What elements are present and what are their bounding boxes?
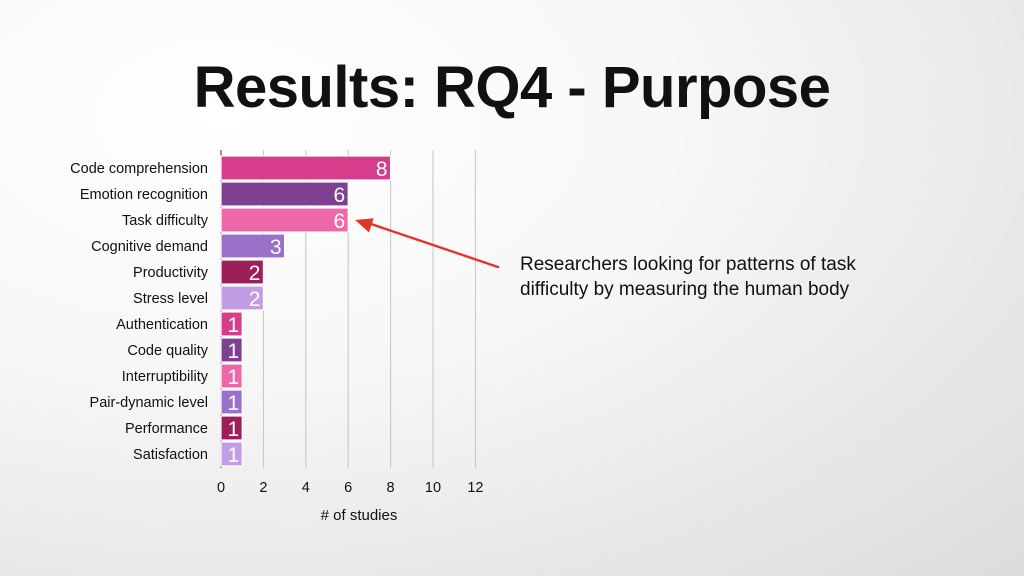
category-label: Task difficulty (122, 213, 209, 229)
bar (220, 337, 243, 363)
bar-value-label: 1 (228, 340, 240, 363)
bar-value-label: 1 (228, 366, 240, 389)
bar-value-label: 1 (228, 444, 240, 467)
bar (220, 311, 243, 337)
x-tick-label: 8 (387, 480, 395, 496)
x-tick-label: 10 (425, 480, 441, 496)
category-label: Stress level (133, 291, 208, 307)
bar (220, 181, 349, 207)
bar (220, 415, 243, 441)
bar (220, 389, 243, 415)
bar (220, 259, 265, 285)
bar (220, 363, 243, 389)
x-tick-label: 12 (467, 480, 483, 496)
category-label: Pair-dynamic level (90, 395, 208, 411)
category-label: Cognitive demand (91, 239, 208, 255)
slide-title: Results: RQ4 - Purpose (193, 55, 831, 120)
arrow-shaft (364, 220, 500, 269)
x-tick-labels: 0 2 4 6 8 10 12 (217, 480, 484, 496)
x-tick-label: 6 (344, 480, 352, 496)
x-tick-label: 0 (217, 480, 225, 496)
bar (220, 441, 243, 467)
bar (220, 233, 286, 259)
category-labels: Code comprehension Emotion recognition Tas… (70, 161, 209, 463)
category-label: Code comprehension (70, 161, 208, 177)
bar-value-label: 8 (376, 158, 388, 181)
category-label: Satisfaction (133, 447, 208, 463)
category-label: Authentication (116, 317, 208, 333)
x-tick-label: 2 (259, 480, 267, 496)
annotation-callout: Researchers looking for patterns of task… (520, 254, 856, 300)
arrow-head (355, 218, 374, 233)
bar (220, 155, 392, 181)
category-label: Interruptibility (122, 369, 209, 385)
bar-value-label: 1 (228, 392, 240, 415)
category-label: Performance (125, 421, 208, 437)
bar-value-label: 2 (249, 288, 261, 311)
category-label: Productivity (133, 265, 209, 281)
bar-value-label: 1 (228, 418, 240, 441)
bar-value-label: 3 (270, 236, 282, 259)
bar (220, 285, 265, 311)
category-label: Code quality (127, 343, 208, 359)
bar-value-label: 6 (334, 184, 346, 207)
bar (220, 207, 349, 233)
x-axis-label: # of studies (321, 507, 398, 524)
bar-value-label: 6 (334, 210, 346, 233)
annotation-arrow (355, 218, 500, 269)
bar-value-label: 1 (228, 314, 240, 337)
category-label: Emotion recognition (80, 187, 208, 203)
bar-value-label: 2 (249, 262, 261, 285)
x-tick-label: 4 (302, 480, 310, 496)
